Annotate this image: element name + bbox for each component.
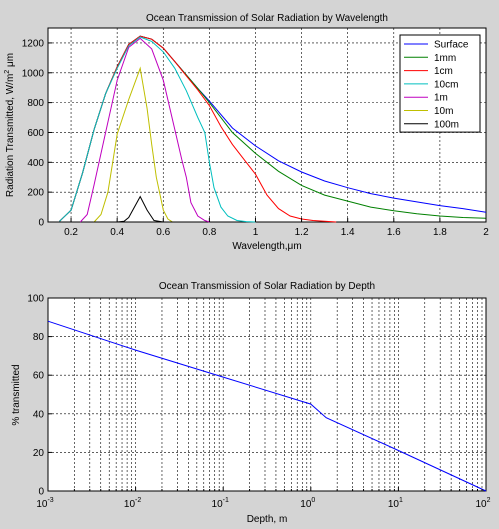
chart-wavelength-y-ticks: 0 200 400 600 800 1000 1200 <box>22 38 52 229</box>
x-tick-label: 1 <box>253 227 259 238</box>
legend-label: 10m <box>434 106 453 117</box>
x-tick-label: 1.2 <box>295 227 309 238</box>
chart-depth-y-ticks: 0 20 40 60 80 100 <box>27 294 52 498</box>
y-tick-label: 0 <box>38 218 44 229</box>
chart-depth-xlabel: Depth, m <box>247 514 288 525</box>
x-tick-label: 1.4 <box>341 227 355 238</box>
y-tick-label: 60 <box>33 371 45 382</box>
chart-depth: Ocean Transmission of Solar Radiation by… <box>11 281 491 525</box>
chart-wavelength-x-ticks: 0.2 0.4 0.6 0.8 1 1.2 1.4 1.6 1.8 2 <box>64 218 489 238</box>
chart-depth-x-ticks: 10-3 10-2 10-1 100 101 102 <box>36 487 491 510</box>
legend-label: Surface <box>434 40 469 51</box>
y-tick-label: 40 <box>33 409 45 420</box>
legend-label: 10cm <box>434 79 458 90</box>
x-tick-label: 100 <box>300 497 315 510</box>
ylabel-main: Radiation Transmitted, W/m <box>5 74 16 197</box>
series-line-10cm <box>59 36 256 223</box>
y-tick-label: 1000 <box>22 68 45 79</box>
series-line-100m <box>94 195 175 223</box>
ylabel-unit: μm <box>5 53 16 70</box>
x-tick-label: 0.6 <box>156 227 170 238</box>
x-tick-label: 10-2 <box>124 497 141 510</box>
x-tick-label: 0.8 <box>202 227 216 238</box>
series-line-10m <box>93 66 173 223</box>
chart-depth-series <box>47 320 487 492</box>
chart-wavelength-series <box>59 35 487 223</box>
x-tick-label: 0.4 <box>110 227 124 238</box>
chart-depth-ylabel: % transmitted <box>11 364 22 425</box>
series-line-depth <box>47 320 487 492</box>
y-tick-label: 100 <box>27 294 44 305</box>
chart-wavelength-xlabel: Wavelength,μm <box>232 241 301 252</box>
x-tick-label: 0.2 <box>64 227 78 238</box>
x-tick-label: 1.8 <box>433 227 447 238</box>
chart-wavelength-title: Ocean Transmission of Solar Radiation by… <box>146 13 388 24</box>
legend-label: 1cm <box>434 66 453 77</box>
legend-label: 1mm <box>434 53 456 64</box>
x-tick-label: 10-3 <box>36 497 53 510</box>
y-tick-label: 800 <box>27 98 44 109</box>
chart-depth-grid <box>48 297 486 492</box>
legend-label: 100m <box>434 119 459 130</box>
y-tick-label: 200 <box>27 188 44 199</box>
ylabel-sup: 2 <box>4 70 11 74</box>
x-tick-label: 1.6 <box>387 227 401 238</box>
chart-wavelength: Ocean Transmission of Solar Radiation by… <box>4 13 489 252</box>
x-tick-label: 10-1 <box>212 497 229 510</box>
y-tick-label: 400 <box>27 158 44 169</box>
y-tick-label: 80 <box>33 332 45 343</box>
chart-depth-title: Ocean Transmission of Solar Radiation by… <box>159 281 375 292</box>
x-tick-label: 102 <box>475 497 490 510</box>
legend-label: 1m <box>434 93 448 104</box>
x-tick-label: 101 <box>388 497 403 510</box>
y-tick-label: 1200 <box>22 38 45 49</box>
chart-wavelength-legend: Surface 1mm 1cm 10cm 1m 10m 100m <box>399 34 481 133</box>
chart-depth-plot-area <box>47 297 487 492</box>
y-tick-label: 20 <box>33 448 45 459</box>
series-line-1m <box>79 37 210 223</box>
y-tick-label: 0 <box>38 487 44 498</box>
chart-wavelength-ylabel: Radiation Transmitted, W/m2 μm <box>4 53 16 197</box>
y-tick-label: 600 <box>27 128 44 139</box>
x-tick-label: 2 <box>483 227 489 238</box>
